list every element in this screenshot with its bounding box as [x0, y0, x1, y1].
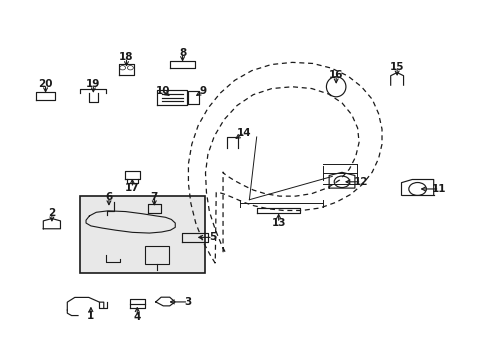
Text: 11: 11: [431, 184, 446, 194]
Text: 13: 13: [271, 218, 285, 228]
Text: 4: 4: [133, 312, 141, 322]
Text: 16: 16: [328, 70, 343, 80]
Text: 19: 19: [86, 79, 101, 89]
Text: 2: 2: [48, 208, 56, 218]
Text: 8: 8: [179, 48, 186, 58]
Text: 10: 10: [156, 86, 170, 96]
Bar: [80, 196, 205, 273]
Text: 12: 12: [353, 177, 368, 187]
Text: 6: 6: [105, 192, 112, 202]
Text: 1: 1: [87, 311, 94, 321]
Text: 14: 14: [237, 128, 251, 138]
Text: 17: 17: [125, 183, 140, 193]
Text: 9: 9: [199, 86, 206, 96]
Text: 18: 18: [119, 52, 134, 62]
Bar: [145, 246, 169, 264]
Text: 5: 5: [209, 232, 216, 242]
Text: 7: 7: [150, 192, 158, 202]
Text: 3: 3: [184, 297, 192, 307]
Text: 15: 15: [389, 62, 404, 72]
Text: 20: 20: [38, 79, 53, 89]
